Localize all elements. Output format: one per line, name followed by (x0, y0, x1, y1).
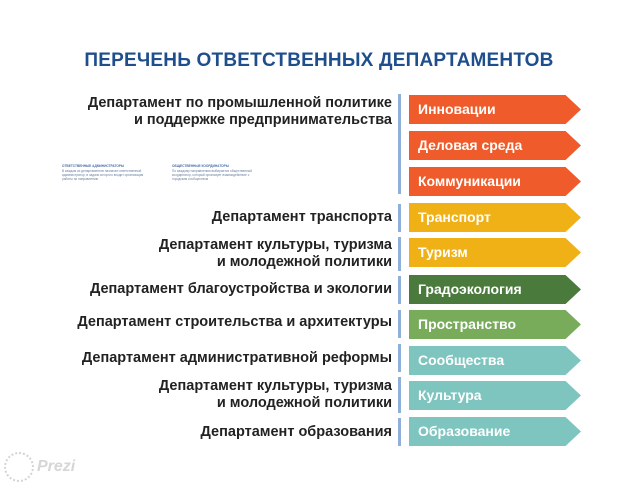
department-line: Департамент культуры, туризма (158, 237, 392, 253)
direction-arrow-transport: Транспорт (409, 203, 581, 232)
direction-arrow-communities: Сообщества (409, 346, 581, 375)
direction-arrow-space: Пространство (409, 310, 581, 339)
department-line: Департамент культуры, туризма (158, 378, 392, 394)
divider (398, 237, 401, 271)
department-culture-tourism-2: Департамент культуры, туризма и молодежн… (159, 378, 392, 412)
prezi-logo: Prezi (4, 452, 75, 482)
prezi-logo-text: Prezi (37, 458, 76, 475)
divider (398, 377, 401, 413)
direction-arrow-communications: Коммуникации (409, 167, 581, 196)
note-heading: ОБЩЕСТВЕННЫЕ КООРДИНАТОРЫ (172, 164, 229, 168)
department-line: Департамент образования (200, 424, 392, 440)
direction-arrow-tourism: Туризм (409, 238, 581, 267)
divider (398, 204, 401, 232)
department-industrial-policy: Департамент по промышленной политике и п… (88, 95, 392, 129)
department-line: и поддержке предпринимательства (133, 112, 392, 128)
note-text: В каждом из департаментов назначен ответ… (62, 169, 144, 181)
note-heading: ОТВЕТСТВЕННЫЕ АДМИНИСТРАТОРЫ (62, 164, 125, 168)
department-line: Департамент транспорта (211, 209, 392, 225)
divider (398, 94, 401, 194)
department-culture-tourism: Департамент культуры, туризма и молодежн… (159, 237, 392, 271)
department-line: Департамент административной реформы (81, 350, 392, 366)
department-line: и молодежной политики (216, 395, 392, 411)
department-administrative-reform: Департамент административной реформы (82, 350, 392, 367)
prezi-logo-icon (4, 452, 34, 482)
department-line: и молодежной политики (216, 254, 392, 270)
department-landscaping-ecology: Департамент благоустройства и экологии (90, 281, 392, 298)
direction-arrow-business-environment: Деловая среда (409, 131, 581, 160)
direction-arrow-urban-ecology: Градоэкология (409, 275, 581, 304)
direction-arrow-education: Образование (409, 417, 581, 446)
divider (398, 276, 401, 304)
direction-arrow-culture: Культура (409, 381, 581, 410)
divider (398, 418, 401, 446)
department-construction-architecture: Департамент строительства и архитектуры (77, 314, 392, 331)
divider (398, 344, 401, 372)
note-coordinators: ОБЩЕСТВЕННЫЕ КООРДИНАТОРЫ По каждому нап… (172, 164, 260, 181)
department-transport: Департамент транспорта (212, 209, 392, 226)
note-text: По каждому направлению выбирается общест… (172, 169, 252, 181)
department-line: Департамент благоустройства и экологии (89, 281, 392, 297)
divider (398, 310, 401, 338)
department-line: Департамент строительства и архитектуры (77, 314, 392, 330)
page-title: ПЕРЕЧЕНЬ ОТВЕТСТВЕННЫХ ДЕПАРТАМЕНТОВ (84, 50, 554, 71)
department-line: Департамент по промышленной политике (87, 95, 392, 111)
department-education: Департамент образования (201, 424, 392, 441)
note-administrators: ОТВЕТСТВЕННЫЕ АДМИНИСТРАТОРЫ В каждом из… (62, 164, 150, 181)
direction-arrow-innovations: Инновации (409, 95, 581, 124)
